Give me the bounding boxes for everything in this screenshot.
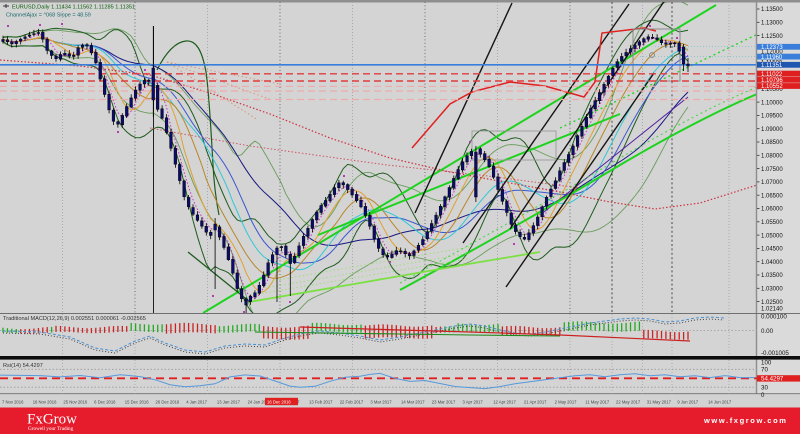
svg-text:0.000100: 0.000100 <box>761 314 787 321</box>
svg-text:13 Jan 2017: 13 Jan 2017 <box>217 400 241 405</box>
svg-text:1.11000: 1.11000 <box>761 74 783 80</box>
svg-text:1.06500: 1.06500 <box>761 193 783 199</box>
svg-text:31 May 2017: 31 May 2017 <box>647 400 672 405</box>
svg-text:11 May 2017: 11 May 2017 <box>585 400 610 405</box>
svg-text:1.12500: 1.12500 <box>761 34 783 40</box>
svg-text:1.08500: 1.08500 <box>761 140 783 146</box>
svg-text:14 Jun 2017: 14 Jun 2017 <box>708 400 732 405</box>
svg-text:1.10552: 1.10552 <box>761 84 783 90</box>
svg-text:1.10796: 1.10796 <box>761 78 783 84</box>
svg-text:ChannelAjax = ^068 Slope = 48.: ChannelAjax = ^068 Slope = 48.59 <box>6 12 91 18</box>
svg-text:15 Dec 2016: 15 Dec 2016 <box>125 400 149 405</box>
svg-text:0: 0 <box>761 393 765 399</box>
svg-text:4 Jan 2017: 4 Jan 2017 <box>186 400 207 405</box>
svg-text:30: 30 <box>761 384 768 391</box>
svg-text:100: 100 <box>761 360 772 367</box>
svg-text:1.05000: 1.05000 <box>761 233 783 239</box>
svg-text:1.09500: 1.09500 <box>761 114 783 120</box>
svg-text:1.07000: 1.07000 <box>761 180 783 186</box>
svg-text:16 Dec 2016: 16 Dec 2016 <box>267 400 291 405</box>
svg-text:1.07500: 1.07500 <box>761 167 783 173</box>
svg-text:EURUSD,Daily 1.11434 1.11562 1: EURUSD,Daily 1.11434 1.11562 1.11285 1.1… <box>12 5 135 11</box>
svg-text:1.13500: 1.13500 <box>761 7 783 13</box>
svg-text:14 Mar 2017: 14 Mar 2017 <box>401 400 425 405</box>
svg-text:1.09000: 1.09000 <box>761 127 783 133</box>
svg-text:1.04500: 1.04500 <box>761 247 783 253</box>
svg-text:1.03000: 1.03000 <box>761 287 783 293</box>
svg-text:Traditional MACD(12,26,9) 0.00: Traditional MACD(12,26,9) 0.002551 0.000… <box>3 316 146 322</box>
svg-text:12 Apr 2017: 12 Apr 2017 <box>493 400 516 405</box>
svg-text:1.13000: 1.13000 <box>761 21 783 27</box>
svg-text:1.11022: 1.11022 <box>761 72 783 78</box>
svg-text:Rsi(14) 54.4297: Rsi(14) 54.4297 <box>3 363 43 369</box>
svg-text:16 Nov 2016: 16 Nov 2016 <box>33 400 57 405</box>
svg-text:21 Apr 2017: 21 Apr 2017 <box>524 400 547 405</box>
svg-text:54.4297: 54.4297 <box>761 376 784 383</box>
svg-text:22 May 2017: 22 May 2017 <box>616 400 641 405</box>
svg-text:Growell your Trading: Growell your Trading <box>28 426 74 432</box>
svg-text:24 Jan 2017: 24 Jan 2017 <box>248 400 272 405</box>
svg-text:1.06000: 1.06000 <box>761 207 783 213</box>
svg-text:70: 70 <box>761 367 768 374</box>
svg-text:1.08000: 1.08000 <box>761 154 783 160</box>
svg-text:1.12373: 1.12373 <box>761 45 783 51</box>
svg-text:6 Dec 2016: 6 Dec 2016 <box>94 400 116 405</box>
svg-text:3 Mar 2017: 3 Mar 2017 <box>370 400 392 405</box>
svg-text:1.10000: 1.10000 <box>761 100 783 106</box>
svg-text:7 Nov 2016: 7 Nov 2016 <box>2 400 24 405</box>
svg-text:1.03500: 1.03500 <box>761 273 783 279</box>
svg-text:1.11960: 1.11960 <box>761 55 783 61</box>
svg-text:23 Mar 2017: 23 Mar 2017 <box>432 400 456 405</box>
svg-text:1.11351: 1.11351 <box>761 63 783 69</box>
svg-text:13 Feb 2017: 13 Feb 2017 <box>309 400 333 405</box>
svg-text:2 May 2017: 2 May 2017 <box>555 400 578 405</box>
svg-text:1.12000: 1.12000 <box>761 50 783 56</box>
svg-text:1.05500: 1.05500 <box>761 220 783 226</box>
svg-text:25 Nov 2016: 25 Nov 2016 <box>63 400 87 405</box>
svg-text:1.04000: 1.04000 <box>761 260 783 266</box>
svg-text:0.00: 0.00 <box>761 328 774 335</box>
svg-text:1.10500: 1.10500 <box>761 87 783 93</box>
svg-text:www.fxgrow.com: www.fxgrow.com <box>703 416 788 425</box>
svg-text:22 Feb 2017: 22 Feb 2017 <box>340 400 364 405</box>
svg-text:-0.001005: -0.001005 <box>761 350 789 357</box>
svg-text:1.02500: 1.02500 <box>761 300 783 306</box>
svg-text:9 Jun 2017: 9 Jun 2017 <box>677 400 698 405</box>
svg-text:26 Dec 2016: 26 Dec 2016 <box>156 400 180 405</box>
svg-text:1.02140: 1.02140 <box>761 307 783 313</box>
svg-text:3 Apr 2017: 3 Apr 2017 <box>463 400 484 405</box>
svg-text:FxGrow: FxGrow <box>27 412 77 428</box>
